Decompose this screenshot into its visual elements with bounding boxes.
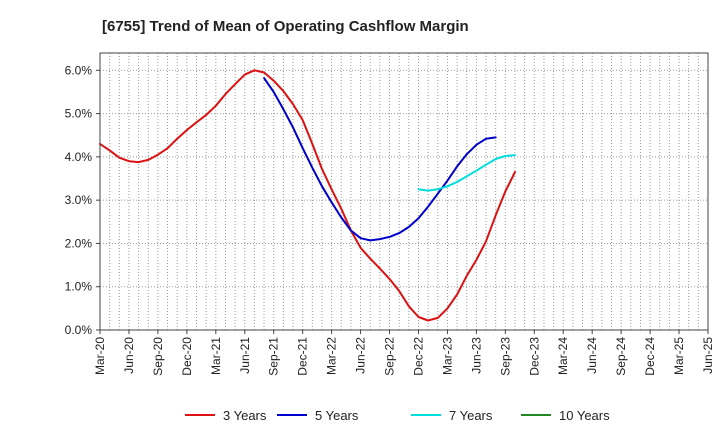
x-tick-label: Dec-22: [411, 337, 425, 376]
legend-label: 5 Years: [315, 408, 359, 423]
axes: 0.0% 1.0% 2.0% 3.0% 4.0% 5.0% 6.0% Mar-20 Jun-20…: [65, 63, 715, 375]
legend-label: 3 Years: [223, 408, 267, 423]
series-lines: [99, 69, 516, 322]
x-tick-label: Mar-23: [440, 337, 454, 375]
x-tick-label: Jun-21: [238, 337, 252, 374]
series-line-5-years: [263, 77, 497, 242]
chart-title: [6755] Trend of Mean of Operating Cashfl…: [102, 18, 469, 35]
y-tick-label: 1.0%: [65, 280, 93, 294]
x-tick-label: Jun-24: [585, 337, 599, 374]
y-tick-label: 5.0%: [65, 107, 93, 121]
x-tick-label: Dec-20: [180, 337, 194, 376]
x-tick-label: Sep-22: [383, 337, 397, 376]
x-tick-label: Dec-23: [527, 337, 541, 376]
series-line-7-years: [417, 154, 516, 192]
x-tick-label: Mar-21: [209, 337, 223, 375]
x-tick-label: Mar-22: [325, 337, 339, 375]
y-tick-label: 4.0%: [65, 150, 93, 164]
x-tick-label: Sep-24: [614, 337, 628, 376]
x-tick-label: Dec-21: [296, 337, 310, 376]
plot-border: [99, 52, 709, 331]
x-tick-label: Jun-23: [469, 337, 483, 374]
x-tick-label: Sep-23: [498, 337, 512, 376]
y-tick-label: 6.0%: [65, 63, 93, 77]
x-tick-label: Dec-24: [643, 337, 657, 376]
x-tick-label: Jun-25: [701, 337, 715, 374]
x-tick-label: Jun-20: [122, 337, 136, 374]
legend-label: 7 Years: [449, 408, 493, 423]
legend: 3 Years 5 Years 7 Years 10 Years: [185, 408, 610, 423]
series-line-3-years: [99, 69, 516, 322]
x-tick-label: Mar-20: [93, 337, 107, 375]
x-tick-label: Mar-24: [556, 337, 570, 375]
legend-label: 10 Years: [559, 408, 610, 423]
x-tick-label: Sep-20: [151, 337, 165, 376]
y-tick-label: 3.0%: [65, 193, 93, 207]
y-tick-label: 0.0%: [65, 323, 93, 337]
x-tick-label: Mar-25: [672, 337, 686, 375]
x-tick-label: Sep-21: [267, 337, 281, 376]
y-tick-label: 2.0%: [65, 236, 93, 250]
plot-area: [100, 53, 708, 330]
x-tick-label: Jun-22: [354, 337, 368, 374]
